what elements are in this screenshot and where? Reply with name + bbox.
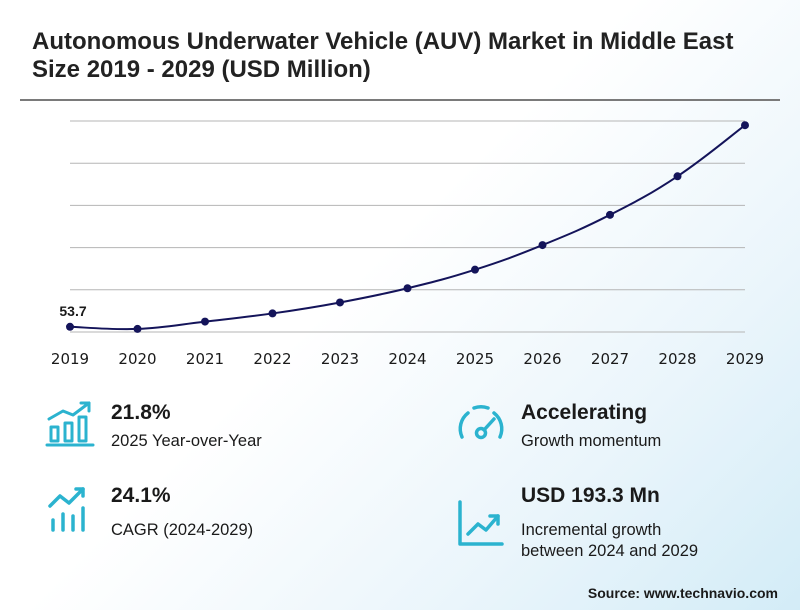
x-tick-label-2023: 2023 xyxy=(321,350,359,368)
data-point-2020 xyxy=(133,324,142,333)
data-point-2023 xyxy=(336,298,344,307)
stat-incremental-label-2: between 2024 and 2029 xyxy=(521,542,699,560)
x-tick-label-2019: 2019 xyxy=(51,350,89,368)
stat-incremental-label-1: Incremental growth xyxy=(521,521,662,539)
x-tick-labels: 2019 2020 2021 2022 2023 2024 2025 2026 2027 2028… xyxy=(51,303,764,368)
source-credit: Source: www.technavio.com xyxy=(587,585,778,601)
stat-yoy-value: 21.8% xyxy=(111,401,171,424)
x-tick-label-2020: 2020 xyxy=(118,350,156,368)
data-point-2028 xyxy=(673,172,682,181)
data-label-2019: 53.7 xyxy=(59,303,86,319)
x-tick-label-2021: 2021 xyxy=(186,350,224,368)
line-chart: 2019 2020 2021 2022 2023 2024 2025 2026 2027 2028… xyxy=(51,120,764,368)
data-point-2027 xyxy=(606,210,614,219)
stat-incremental-value: USD 193.3 Mn xyxy=(521,484,660,507)
stat-yoy-label: 2025 Year-over-Year xyxy=(111,432,262,450)
x-tick-label-2022: 2022 xyxy=(253,350,291,368)
title-divider xyxy=(20,99,780,101)
x-tick-label-2024: 2024 xyxy=(388,350,426,368)
data-points xyxy=(66,121,749,333)
x-tick-label-2028: 2028 xyxy=(658,350,696,368)
data-point-2019 xyxy=(66,322,74,331)
stat-momentum-label: Growth momentum xyxy=(521,432,662,450)
series-path xyxy=(69,124,746,331)
x-tick-label-2027: 2027 xyxy=(591,350,629,368)
data-point-2029 xyxy=(741,121,749,130)
series-line xyxy=(69,124,746,331)
gauge-icon xyxy=(458,404,504,440)
grid-lines xyxy=(70,120,745,333)
data-point-2025 xyxy=(471,265,479,274)
data-point-2021 xyxy=(201,317,209,326)
trend-chart-icon xyxy=(458,500,504,546)
stat-cagr-label: CAGR (2024-2029) xyxy=(111,521,254,539)
data-point-2024 xyxy=(403,284,412,293)
data-point-2026 xyxy=(538,241,547,250)
growth-bars-icon xyxy=(48,487,85,532)
stat-momentum-value: Accelerating xyxy=(521,401,648,424)
page-title: Autonomous Underwater Vehicle (AUV) Mark… xyxy=(32,28,734,83)
bar-chart-up-icon xyxy=(45,401,95,447)
data-point-2022 xyxy=(268,309,277,318)
x-tick-label-2026: 2026 xyxy=(523,350,561,368)
stat-cagr-value: 24.1% xyxy=(111,484,171,507)
x-tick-label-2029: 2029 xyxy=(726,350,764,368)
x-tick-label-2025: 2025 xyxy=(456,350,494,368)
